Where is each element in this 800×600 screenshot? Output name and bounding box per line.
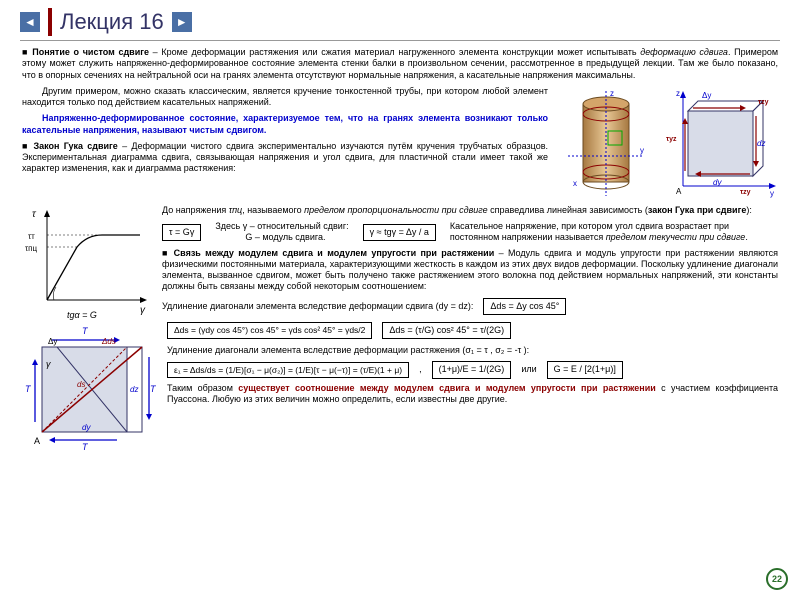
- svg-text:T: T: [82, 326, 89, 336]
- formula-gamma: γ ≈ tgγ = Δy / a: [363, 224, 436, 241]
- svg-text:dy: dy: [82, 423, 91, 432]
- svg-text:Δy: Δy: [702, 91, 711, 100]
- svg-text:T: T: [25, 384, 32, 394]
- svg-text:τт: τт: [28, 232, 35, 241]
- svg-text:x: x: [573, 179, 577, 188]
- header-accent: [48, 8, 52, 36]
- svg-text:z: z: [676, 89, 680, 98]
- gamma-label: Здесь γ – относительный сдвиг:: [215, 221, 348, 232]
- svg-text:τ: τ: [32, 209, 37, 220]
- formula-hooke: τ = Gγ: [162, 224, 201, 241]
- svg-text:dz: dz: [130, 385, 138, 394]
- svg-text:A: A: [34, 436, 40, 446]
- svg-text:A: A: [676, 187, 682, 196]
- para-intro: Понятие о чистом сдвиге – Кроме деформац…: [22, 47, 778, 81]
- page-number: 22: [766, 568, 788, 590]
- formula-dds1: Δds = Δy cos 45°: [483, 298, 566, 315]
- svg-text:τyz: τyz: [666, 136, 677, 143]
- para-definition: Напряженно-деформированное состояние, ха…: [22, 113, 548, 136]
- page-title: Лекция 16: [60, 9, 164, 35]
- svg-text:y: y: [770, 189, 774, 198]
- or-label: или: [521, 364, 536, 375]
- g-modulus: G – модуль сдвига.: [215, 232, 348, 243]
- label-diag-shear: Удлинение диагонали элемента вследствие …: [162, 301, 473, 312]
- formula-dds3: Δds = (τ/G) cos² 45° = τ/(2G): [382, 322, 511, 339]
- formula-final: G = E / [2(1+μ)]: [547, 361, 623, 378]
- formula-dds2: Δds = (γdy cos 45°) cos 45° = γds cos² 4…: [167, 322, 372, 339]
- para-hooke: Закон Гука сдвиге – Деформации чистого с…: [22, 141, 548, 175]
- svg-text:ds: ds: [77, 380, 85, 389]
- header: ◄ Лекция 16 ►: [0, 0, 800, 40]
- svg-text:τzy: τzy: [758, 99, 769, 106]
- next-arrow[interactable]: ►: [172, 12, 192, 32]
- para-conclusion: Таким образом существует соотношение меж…: [167, 383, 778, 406]
- svg-text:z: z: [610, 89, 614, 98]
- shear-box-diagram: A T T T T Δy Δds ds dz dy γ: [22, 322, 157, 452]
- divider: [20, 40, 780, 41]
- para-proportional: До напряжения τпц, называемого пределом …: [162, 205, 778, 216]
- svg-text:γ: γ: [140, 305, 146, 316]
- prev-arrow[interactable]: ◄: [20, 12, 40, 32]
- svg-text:tgα = G: tgα = G: [67, 310, 97, 320]
- svg-text:γ: γ: [46, 359, 51, 369]
- cylinder-diagram: z y x: [558, 86, 648, 201]
- svg-text:τпц: τпц: [25, 244, 37, 253]
- svg-text:Δds: Δds: [101, 337, 116, 346]
- label-diag-tension: Удлинение диагонали элемента вследствие …: [167, 345, 778, 356]
- svg-text:T: T: [82, 442, 89, 452]
- para-example: Другим примером, можно сказать классичес…: [22, 86, 548, 109]
- svg-text:τzy: τzy: [740, 189, 751, 196]
- content: Понятие о чистом сдвиге – Кроме деформац…: [0, 47, 800, 452]
- shear-graph: τ τт τпц γ tgα = G: [22, 205, 152, 320]
- formula-eq: (1+μ)/E = 1/(2G): [432, 361, 512, 378]
- svg-text:Δy: Δy: [48, 337, 57, 346]
- lead: Понятие о чистом сдвиге: [32, 47, 149, 57]
- row-cylinder: Другим примером, можно сказать классичес…: [22, 86, 778, 201]
- row-graph: τ τт τпц γ tgα = G До напряжения τпц, на…: [22, 205, 778, 320]
- svg-text:dy: dy: [713, 178, 722, 187]
- para-yield: Касательное напряжение, при котором угол…: [450, 221, 778, 244]
- svg-text:y: y: [640, 146, 644, 155]
- para-relation: Связь между модулем сдвига и модулем упр…: [162, 248, 778, 293]
- element-diagram: z y A dy dz Δy τzy τzy τyz: [658, 86, 778, 201]
- formula-eps: ε₁ = Δds/ds = (1/E)[σ₁ − μ(σ₂)] = (1/E)[…: [167, 362, 409, 379]
- row-shear: A T T T T Δy Δds ds dz dy γ Δds = (γdy c…: [22, 322, 778, 452]
- svg-text:dz: dz: [757, 139, 765, 148]
- svg-text:T: T: [150, 384, 157, 394]
